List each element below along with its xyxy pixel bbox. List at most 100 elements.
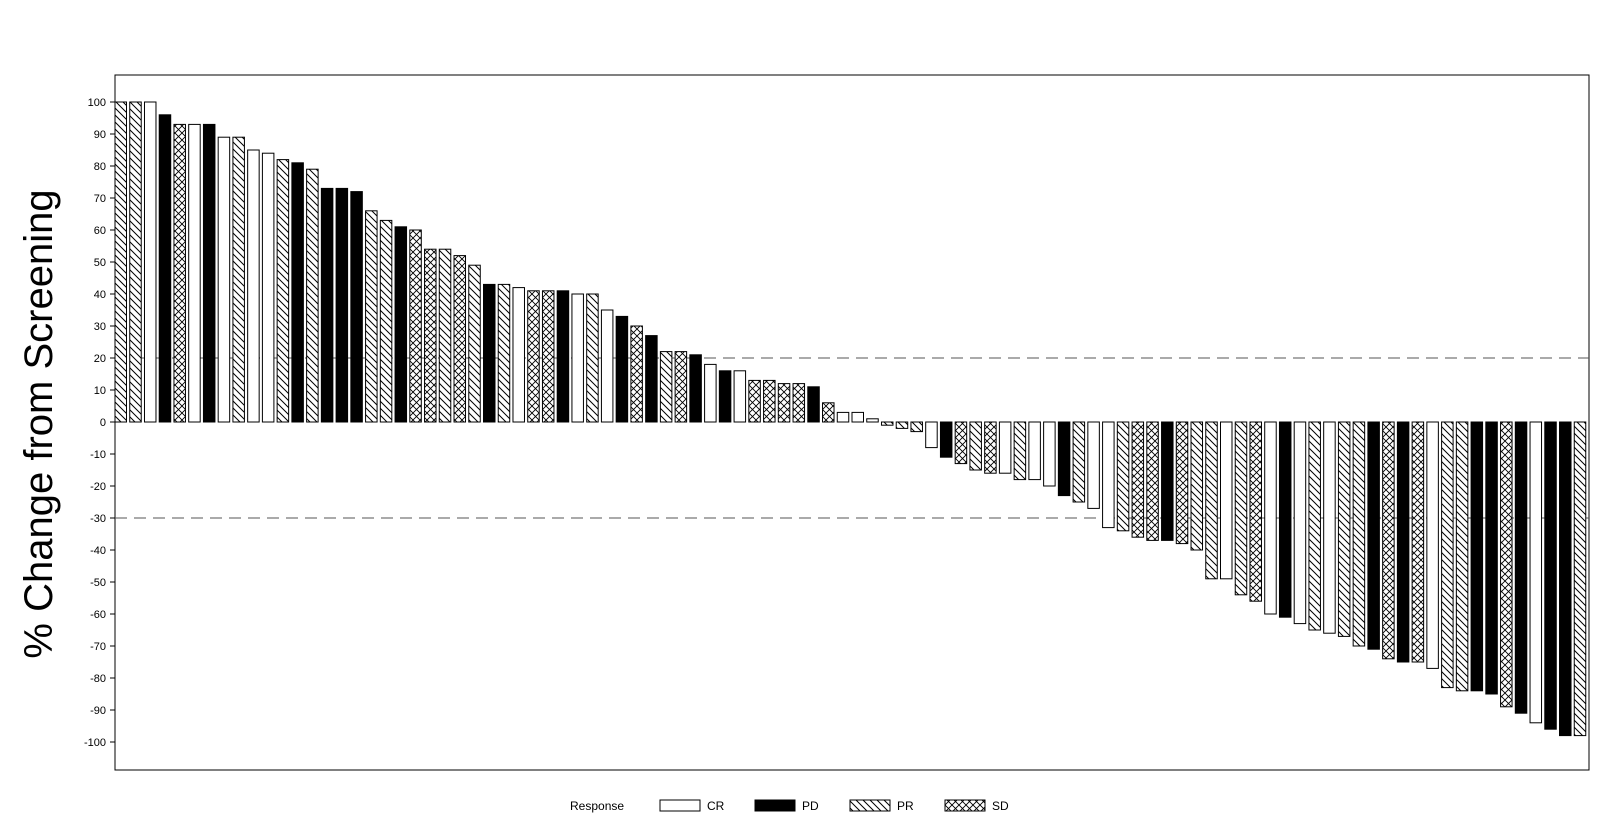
bar-pr [1116,421,1130,532]
bar-cr [188,123,201,423]
y-tick-label: -100 [84,737,106,749]
bar-pd [807,386,820,423]
y-tick-label: 70 [94,193,106,205]
bar-cr [1102,421,1115,529]
bar-pr [895,421,909,429]
bar-pr [1190,421,1204,551]
bar-pd [1278,421,1292,618]
bar-cr [998,421,1012,474]
legend-title: Response [570,799,624,813]
bar-pd [350,191,363,423]
bar-pd [718,370,732,423]
bar-cr [925,421,938,449]
bar-sd [674,351,688,423]
bar-cr [600,309,614,423]
bar-pd [939,421,953,458]
bar-sd [1249,421,1262,602]
bar-sd [1175,421,1189,545]
y-tick-label: 10 [94,385,106,397]
bar-cr [866,418,879,423]
y-tick-label: -20 [90,481,106,493]
legend-swatch-sd [944,799,986,812]
bar-pr [232,136,245,423]
bar-pd [615,315,629,423]
bar-pr [306,168,319,423]
legend-label-cr: CR [707,799,725,813]
bar-pr [659,351,673,423]
bar-pd [1544,421,1557,730]
bar-pr [365,210,378,423]
bar-cr [247,149,260,423]
bar-pr [1441,421,1454,689]
y-tick-label: -90 [90,705,106,717]
bar-sd [748,379,761,423]
y-tick-label: 40 [94,289,106,301]
bar-cr [217,136,231,423]
y-tick-label: 50 [94,257,106,269]
legend-label-pr: PR [897,799,914,813]
y-tick-label: 80 [94,161,106,173]
bar-cr [1220,421,1233,580]
bar-cr [1087,421,1100,509]
y-axis-label: % Change from Screening [17,189,61,658]
bar-sd [527,290,540,423]
bar-pd [1470,421,1484,692]
legend-label-pd: PD [802,799,819,813]
bar-sd [1382,421,1395,660]
bar-cr [1264,421,1277,615]
bars [114,101,1587,737]
legend-label-sd: SD [992,799,1009,813]
legend-swatch-pr [849,799,891,812]
y-tick-label: 30 [94,321,106,333]
bar-sd [1146,421,1159,541]
bar-pd [1396,421,1410,663]
y-tick-label: -10 [90,449,106,461]
bar-cr [1529,421,1543,724]
bar-pr [1234,421,1248,596]
bar-cr [1028,421,1041,481]
y-tick-label: 100 [88,97,106,109]
bar-sd [984,421,997,474]
bar-cr [836,411,850,423]
bar-pr [1352,421,1366,647]
bar-cr [704,363,717,423]
bar-cr [851,411,864,423]
bar-pd [556,290,570,423]
bar-pd [1161,421,1174,541]
y-tick-label: -80 [90,673,106,685]
y-tick-label: -60 [90,609,106,621]
bar-pd [291,162,304,423]
bar-sd [409,229,422,423]
bar-cr [143,101,157,423]
bar-pr [1573,421,1587,737]
bar-cr [1043,421,1056,487]
bar-sd [1500,421,1513,708]
y-tick-label: -50 [90,577,106,589]
bar-sd [954,421,968,465]
bar-sd [424,248,437,423]
bar-pd [1514,421,1528,714]
bar-sd [822,402,835,423]
bar-pr [1013,421,1027,481]
bar-sd [763,379,776,423]
bar-pd [158,114,172,423]
bar-pd [1559,421,1572,737]
bar-pd [483,283,496,423]
bar-pd [335,187,349,423]
bar-pr [114,101,127,423]
bar-sd [777,383,791,423]
bar-pr [1308,421,1321,631]
bar-cr [1293,421,1307,625]
bar-pr [586,293,599,423]
bar-pd [394,226,408,423]
legend: Response CR PD PR SD [570,799,1009,813]
bar-cr [733,370,747,423]
bar-pr [1205,421,1218,580]
bar-sd [1131,421,1145,538]
y-tick-label: -40 [90,545,106,557]
y-tick-label: 60 [94,225,106,237]
legend-swatch-cr [659,799,701,812]
bar-pr [379,219,393,423]
bar-pd [1057,421,1071,497]
